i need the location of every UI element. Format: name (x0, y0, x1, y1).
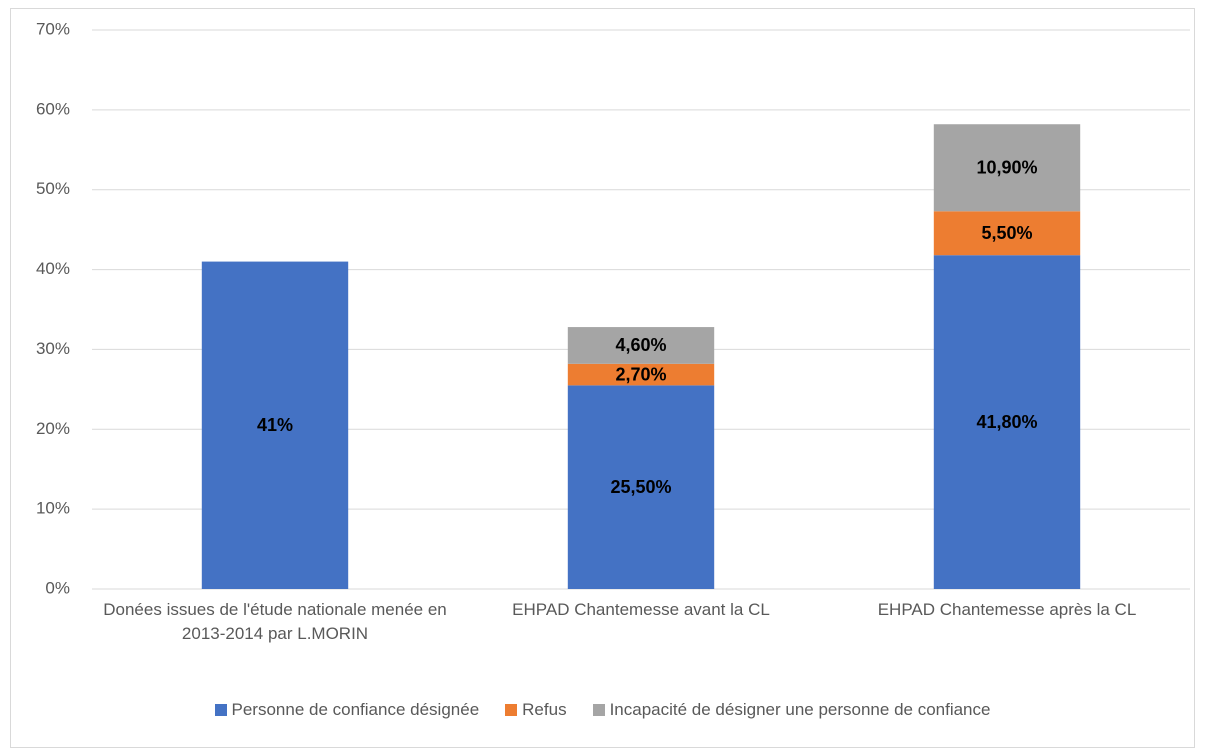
legend-item: Refus (505, 700, 567, 720)
value-label: 25,50% (610, 477, 671, 497)
value-label: 41% (257, 415, 293, 435)
legend-item: Personne de confiance désignée (214, 700, 480, 720)
bar-segment (933, 124, 1081, 212)
x-tick-label: EHPAD Chantemesse après la CL (877, 600, 1137, 619)
x-tick-label: Donées issues de l'étude nationale menée… (103, 600, 447, 643)
legend-label: Refus (522, 700, 567, 719)
value-label: 5,50% (981, 223, 1032, 243)
legend-label: Personne de confiance désignée (231, 700, 480, 719)
y-tick-label: 30% (36, 339, 70, 358)
y-tick-label: 40% (36, 259, 70, 278)
bar-segment (567, 363, 715, 386)
value-label: 10,90% (976, 158, 1037, 178)
x-tick-label: EHPAD Chantemesse avant la CL (512, 600, 770, 619)
value-label: 4,60% (615, 335, 666, 355)
legend-swatch (592, 704, 605, 716)
legend-item: Incapacité de désigner une personne de c… (592, 700, 991, 720)
y-tick-label: 0% (45, 578, 70, 597)
legend-swatch (214, 704, 227, 716)
y-tick-label: 20% (36, 419, 70, 438)
bar-segment (567, 327, 715, 364)
bar-segment (567, 385, 715, 589)
value-label: 41,80% (976, 412, 1037, 432)
value-label: 2,70% (615, 364, 666, 384)
y-tick-label: 70% (36, 19, 70, 38)
y-tick-label: 60% (36, 99, 70, 118)
bar-segment (933, 255, 1081, 589)
legend-swatch (505, 704, 518, 716)
legend-label: Incapacité de désigner une personne de c… (609, 700, 991, 719)
bar-segment (933, 211, 1081, 256)
y-tick-label: 50% (36, 179, 70, 198)
bar-segment (201, 261, 349, 589)
y-tick-label: 10% (36, 499, 70, 518)
legend: Personne de confiance désignée Refus Incap… (0, 700, 1205, 720)
